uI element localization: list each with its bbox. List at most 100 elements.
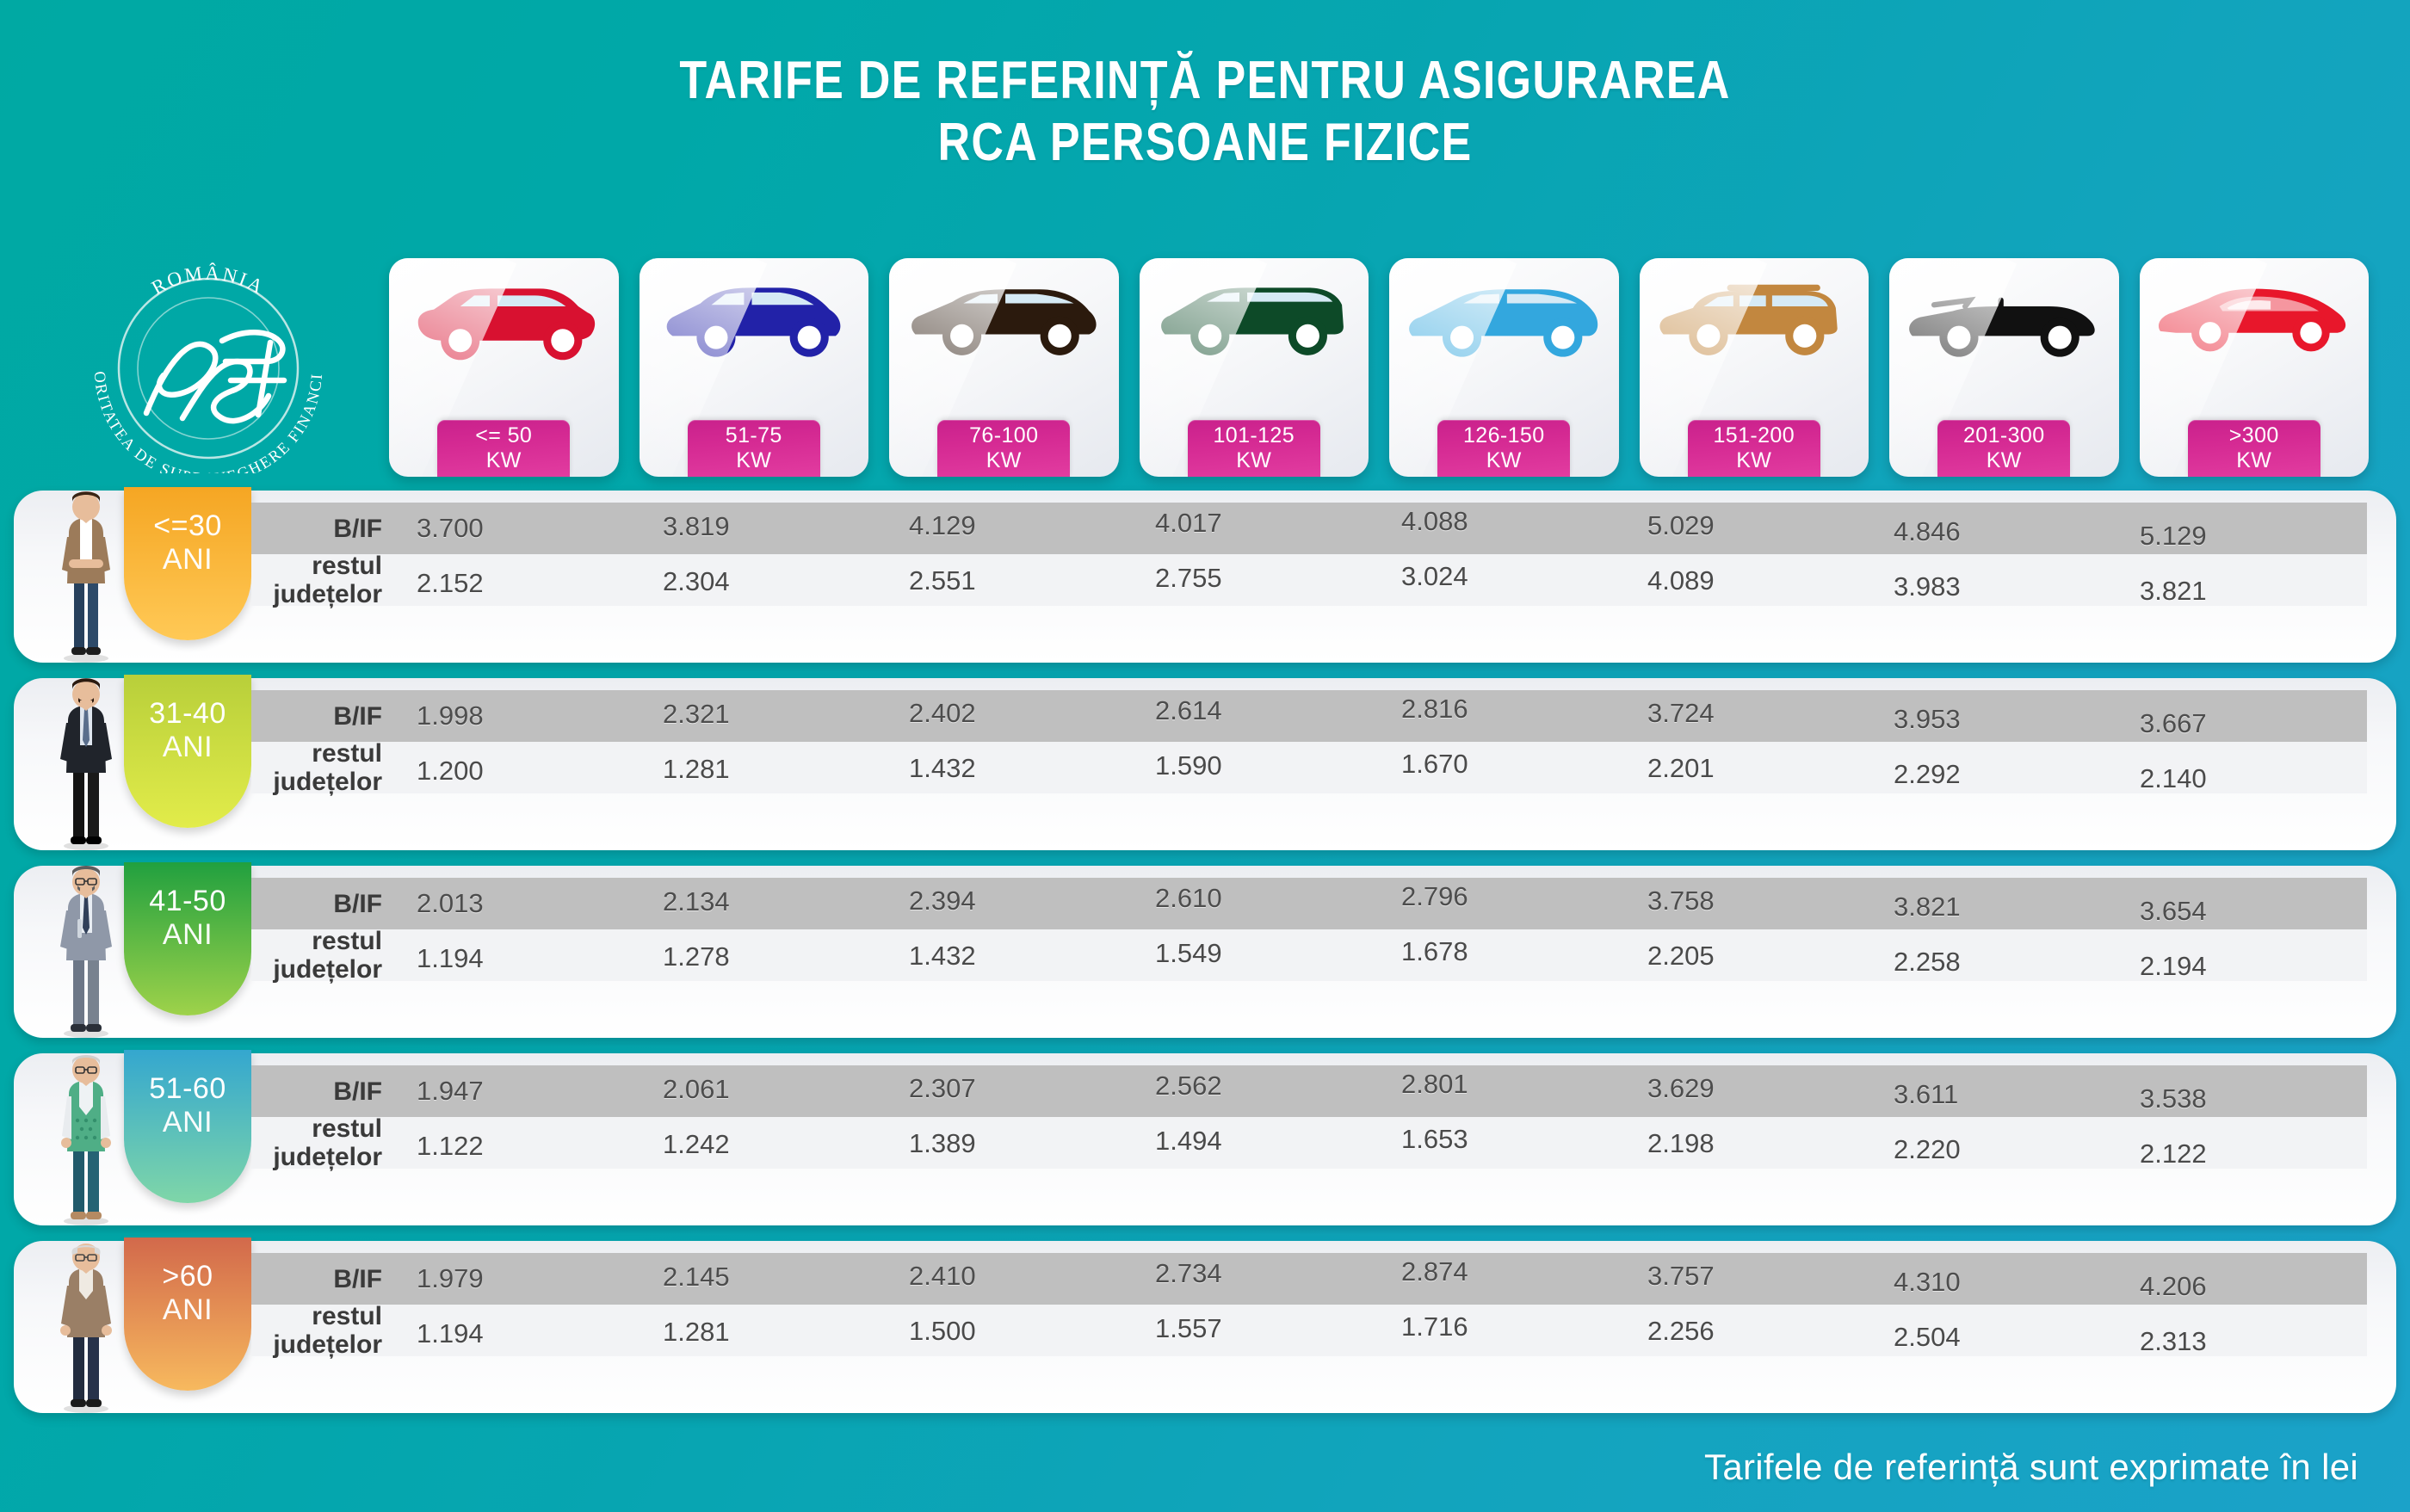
- asf-romania-logo: ROMÂNIA AUTORITATEA DE SUPRAVEGHERE FINA…: [53, 258, 363, 473]
- rest-label-line1: restul: [312, 739, 382, 768]
- tariff-value: 2.874: [1401, 1256, 1468, 1287]
- tariff-value: 2.304: [663, 566, 730, 596]
- tariff-value: 2.256: [1647, 1316, 1715, 1346]
- tariff-value: 1.281: [663, 1317, 730, 1347]
- power-card-6[interactable]: 201-300 KW: [1889, 258, 2119, 477]
- tariff-value: 2.152: [417, 568, 484, 598]
- kw-unit-7: KW: [2236, 448, 2272, 472]
- kw-unit-3: KW: [1236, 448, 1272, 472]
- series-label: restul județelor: [251, 1302, 398, 1359]
- age-tab[interactable]: 41-50 ANI: [124, 862, 251, 1015]
- tariff-value: 1.281: [663, 754, 730, 784]
- tariff-value: 2.402: [909, 698, 976, 728]
- kw-badge-2: 76-100 KW: [937, 420, 1071, 477]
- power-card-5[interactable]: 151-200 KW: [1639, 258, 1869, 477]
- tariff-value: 2.122: [2140, 1139, 2207, 1169]
- series-label: restul județelor: [251, 552, 398, 608]
- tariff-value: 3.700: [417, 513, 484, 543]
- rest-label-line1: restul: [312, 927, 382, 955]
- rest-band: restul județelor 1.194 1.281 1.500 1.557 1.716…: [251, 1302, 2367, 1359]
- tariff-value: 1.670: [1401, 749, 1468, 779]
- tariff-value: 1.716: [1401, 1311, 1468, 1342]
- power-card-0[interactable]: <= 50 KW: [389, 258, 619, 477]
- kw-range-7: >300: [2228, 423, 2279, 447]
- bif-label: B/IF: [333, 889, 382, 918]
- tariff-value: 2.796: [1401, 881, 1468, 911]
- kw-range-5: 151-200: [1713, 423, 1795, 447]
- rest-label-line2: județelor: [273, 580, 382, 608]
- tariff-table: <=30 ANI B/IF 3.700 3.819 4.129 4.017 4.088 5.02…: [14, 487, 2396, 1429]
- avatar: [43, 484, 129, 664]
- value-cells: 1.194 1.281 1.500 1.557 1.716 2.256 2.504 2.313: [398, 1311, 2367, 1356]
- tariff-value: 2.198: [1647, 1128, 1715, 1158]
- tariff-value: 4.129: [909, 510, 976, 540]
- age-range-label: 31-40: [149, 697, 226, 730]
- age-range-label: 41-50: [149, 885, 226, 917]
- age-tab[interactable]: >60 ANI: [124, 1237, 251, 1391]
- kw-unit-1: KW: [736, 448, 772, 472]
- tariff-value: 4.017: [1155, 508, 1222, 538]
- rest-band: restul județelor 2.152 2.304 2.551 2.755 3.024…: [251, 552, 2367, 608]
- rest-label-line1: restul: [312, 552, 382, 580]
- tariff-value: 2.205: [1647, 941, 1715, 971]
- rest-band: restul județelor 1.194 1.278 1.432 1.549 1.678…: [251, 927, 2367, 984]
- kw-range-1: 51-75: [725, 423, 782, 447]
- tariff-value: 3.983: [1894, 571, 1961, 602]
- tariff-value: 2.562: [1155, 1071, 1222, 1101]
- power-card-4[interactable]: 126-150 KW: [1389, 258, 1619, 477]
- title-line-2: RCA PERSOANE FIZICE: [937, 112, 1473, 172]
- kw-range-2: 76-100: [969, 423, 1039, 447]
- tariff-value: 2.610: [1155, 883, 1222, 913]
- tariff-value: 2.013: [417, 888, 484, 918]
- kw-unit-6: KW: [1986, 448, 2022, 472]
- power-card-1[interactable]: 51-75 KW: [639, 258, 868, 477]
- avatar: [43, 671, 129, 852]
- tariff-value: 4.089: [1647, 565, 1715, 596]
- kw-badge-7: >300 KW: [2187, 420, 2320, 477]
- tariff-value: 3.821: [2140, 576, 2207, 606]
- kw-range-4: 126-150: [1462, 423, 1545, 447]
- suv-icon: [1640, 272, 1869, 373]
- tariff-value: 1.557: [1155, 1313, 1222, 1343]
- sedan-blue-icon: [1389, 272, 1619, 373]
- tariff-value: 1.432: [909, 753, 976, 783]
- power-card-2[interactable]: 76-100 KW: [889, 258, 1119, 477]
- tariff-value: 1.979: [417, 1263, 484, 1293]
- tariff-value: 2.801: [1401, 1069, 1468, 1099]
- kw-range-6: 201-300: [1962, 423, 2045, 447]
- kw-badge-1: 51-75 KW: [687, 420, 820, 477]
- rest-label-line2: județelor: [273, 955, 382, 984]
- tariff-value: 3.667: [2140, 708, 2207, 738]
- kw-range-0: <= 50: [475, 423, 533, 447]
- age-tab[interactable]: <=30 ANI: [124, 487, 251, 640]
- bif-band: B/IF 1.947 2.061 2.307 2.562 2.801 3.629 3.611 3…: [251, 1065, 2367, 1117]
- tariff-value: 2.061: [663, 1074, 730, 1104]
- convertible-icon: [1889, 272, 2119, 373]
- bif-label: B/IF: [333, 1077, 382, 1106]
- tariff-value: 2.134: [663, 886, 730, 916]
- logo-authority-text: AUTORITATEA DE SUPRAVEGHERE FINANCIARĂ: [53, 258, 324, 473]
- tariff-value: 3.724: [1647, 698, 1715, 728]
- value-cells: 2.152 2.304 2.551 2.755 3.024 4.089 3.983 3.821: [398, 561, 2367, 606]
- age-tab[interactable]: 31-40 ANI: [124, 675, 251, 828]
- avatar: [43, 1234, 129, 1415]
- tariff-value: 4.846: [1894, 516, 1961, 546]
- value-grid: B/IF 1.998 2.321 2.402 2.614 2.816 3.724 3.953 3…: [251, 678, 2367, 850]
- bif-band: B/IF 2.013 2.134 2.394 2.610 2.796 3.758 3.821 3…: [251, 878, 2367, 929]
- age-tab[interactable]: 51-60 ANI: [124, 1050, 251, 1203]
- hatchback-small-icon: [389, 272, 619, 373]
- tariff-value: 4.088: [1401, 506, 1468, 536]
- value-cells: 1.122 1.242 1.389 1.494 1.653 2.198 2.220 2.122: [398, 1124, 2367, 1169]
- series-label: restul județelor: [251, 1114, 398, 1171]
- tariff-value: 3.821: [1894, 892, 1961, 922]
- power-class-header: <= 50 KW 51-75 KW: [389, 258, 2369, 477]
- age-group-row: >60 ANI B/IF 1.979 2.145 2.410 2.734 2.874 3.757…: [14, 1237, 2396, 1413]
- tariff-value: 1.194: [417, 943, 484, 973]
- tariff-value: 4.310: [1894, 1267, 1961, 1297]
- kw-badge-6: 201-300 KW: [1937, 420, 2071, 477]
- tariff-value: 2.551: [909, 565, 976, 596]
- bif-label: B/IF: [333, 701, 382, 731]
- logo-monogram-icon: [143, 330, 287, 424]
- power-card-3[interactable]: 101-125 KW: [1139, 258, 1369, 477]
- power-card-7[interactable]: >300 KW: [2139, 258, 2369, 477]
